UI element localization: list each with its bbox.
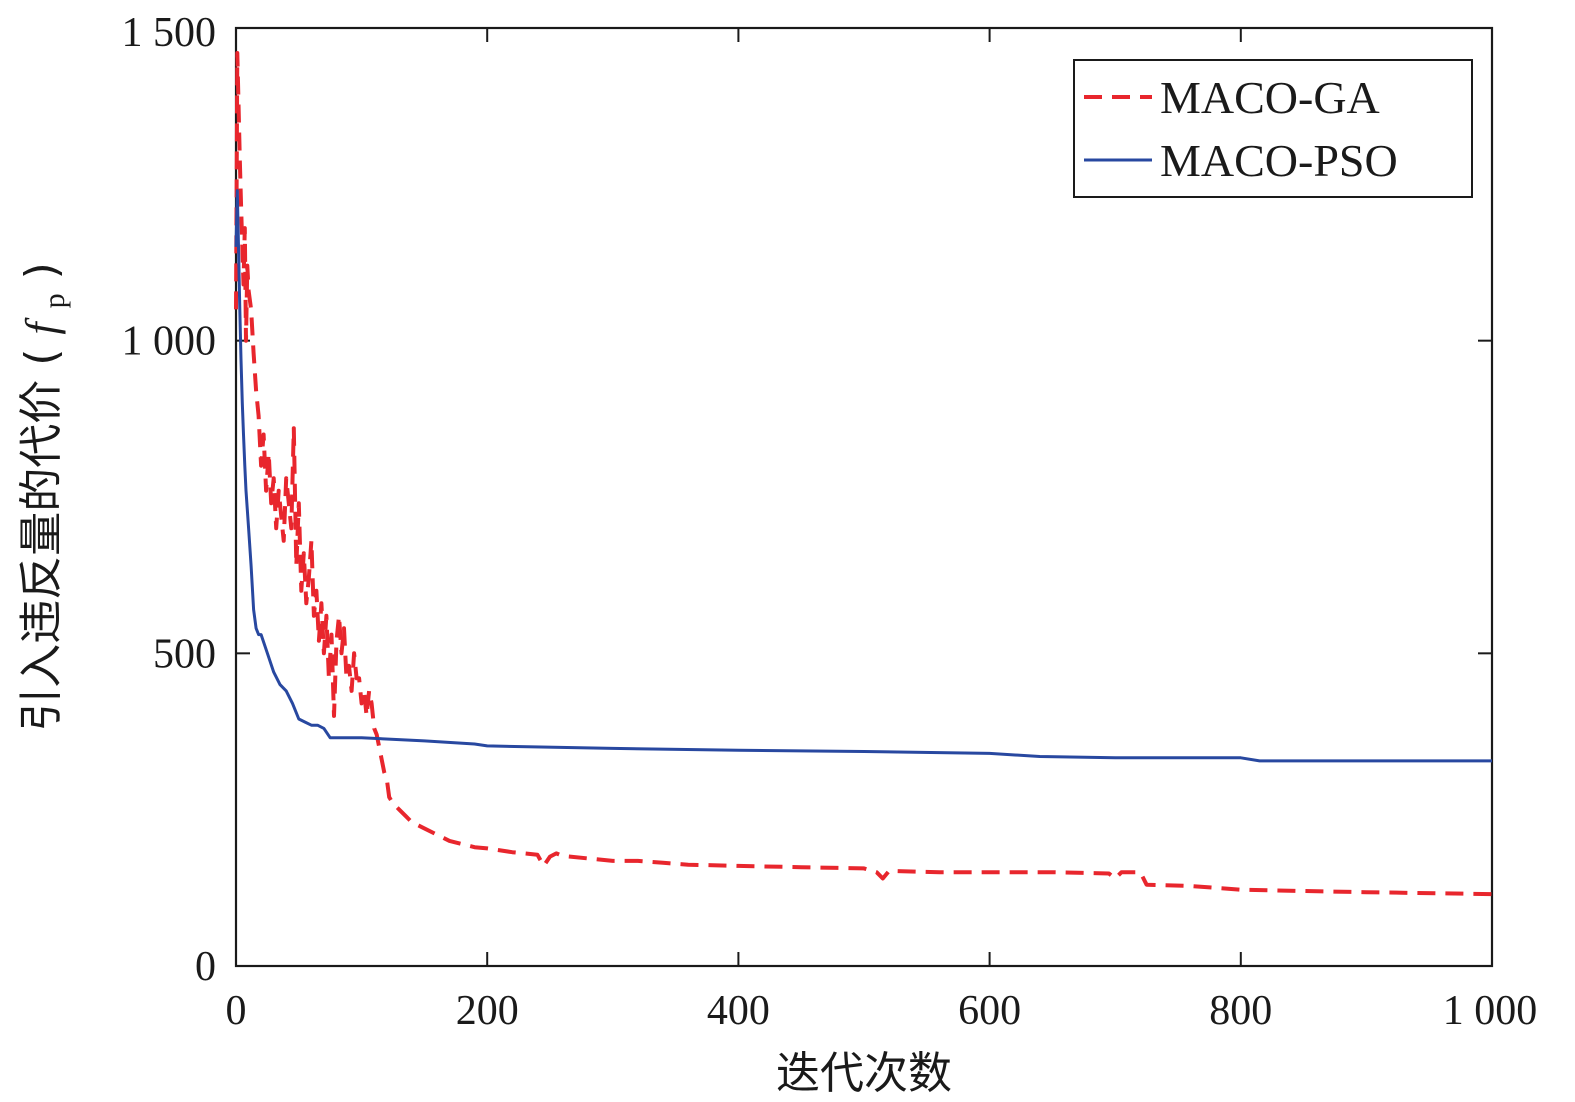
y-axis-label-subscript: p <box>38 293 71 308</box>
x-tick-label: 800 <box>1209 988 1272 1034</box>
y-tick-labels: 0 500 1 000 1 500 <box>122 10 217 990</box>
legend-box <box>1073 59 1473 198</box>
y-axis-label-text: 引入违反量的代价 <box>16 380 67 732</box>
y-axis-label: 引入违反量的代价 ( f p ) <box>16 262 75 732</box>
axes-frame <box>234 26 1494 968</box>
plot-area <box>234 26 1494 968</box>
y-tick-label: 1 500 <box>122 10 217 56</box>
series-layer <box>234 51 1493 897</box>
x-tick-label: 200 <box>456 988 519 1034</box>
x-tick-label: 600 <box>958 988 1021 1034</box>
x-tick-labels: 0 200 400 600 800 1 000 <box>226 988 1538 1034</box>
x-axis-label: 迭代次数 <box>776 1048 952 1099</box>
legend: MACO-GA MACO-PSO <box>1073 59 1473 198</box>
series-line-maco-ga <box>234 51 1493 897</box>
legend-label-maco-ga: MACO-GA <box>1160 72 1380 123</box>
y-axis-label-symbol: f <box>17 317 66 335</box>
y-axis-label-group: 引入违反量的代价 ( f p ) <box>16 262 75 732</box>
y-axis-label-paren-open: ( <box>16 349 67 366</box>
series-line-maco-pso <box>234 189 1492 763</box>
legend-label-maco-pso: MACO-PSO <box>1160 135 1398 186</box>
y-tick-label: 0 <box>195 944 216 990</box>
x-tick-label: 400 <box>707 988 770 1034</box>
y-axis-label-paren-close: ) <box>16 262 67 279</box>
y-tick-label: 500 <box>153 631 216 677</box>
x-tick-label: 0 <box>226 988 247 1034</box>
axis-ticks <box>235 27 1493 967</box>
x-tick-label: 1 000 <box>1443 988 1538 1034</box>
y-tick-label: 1 000 <box>122 319 217 365</box>
